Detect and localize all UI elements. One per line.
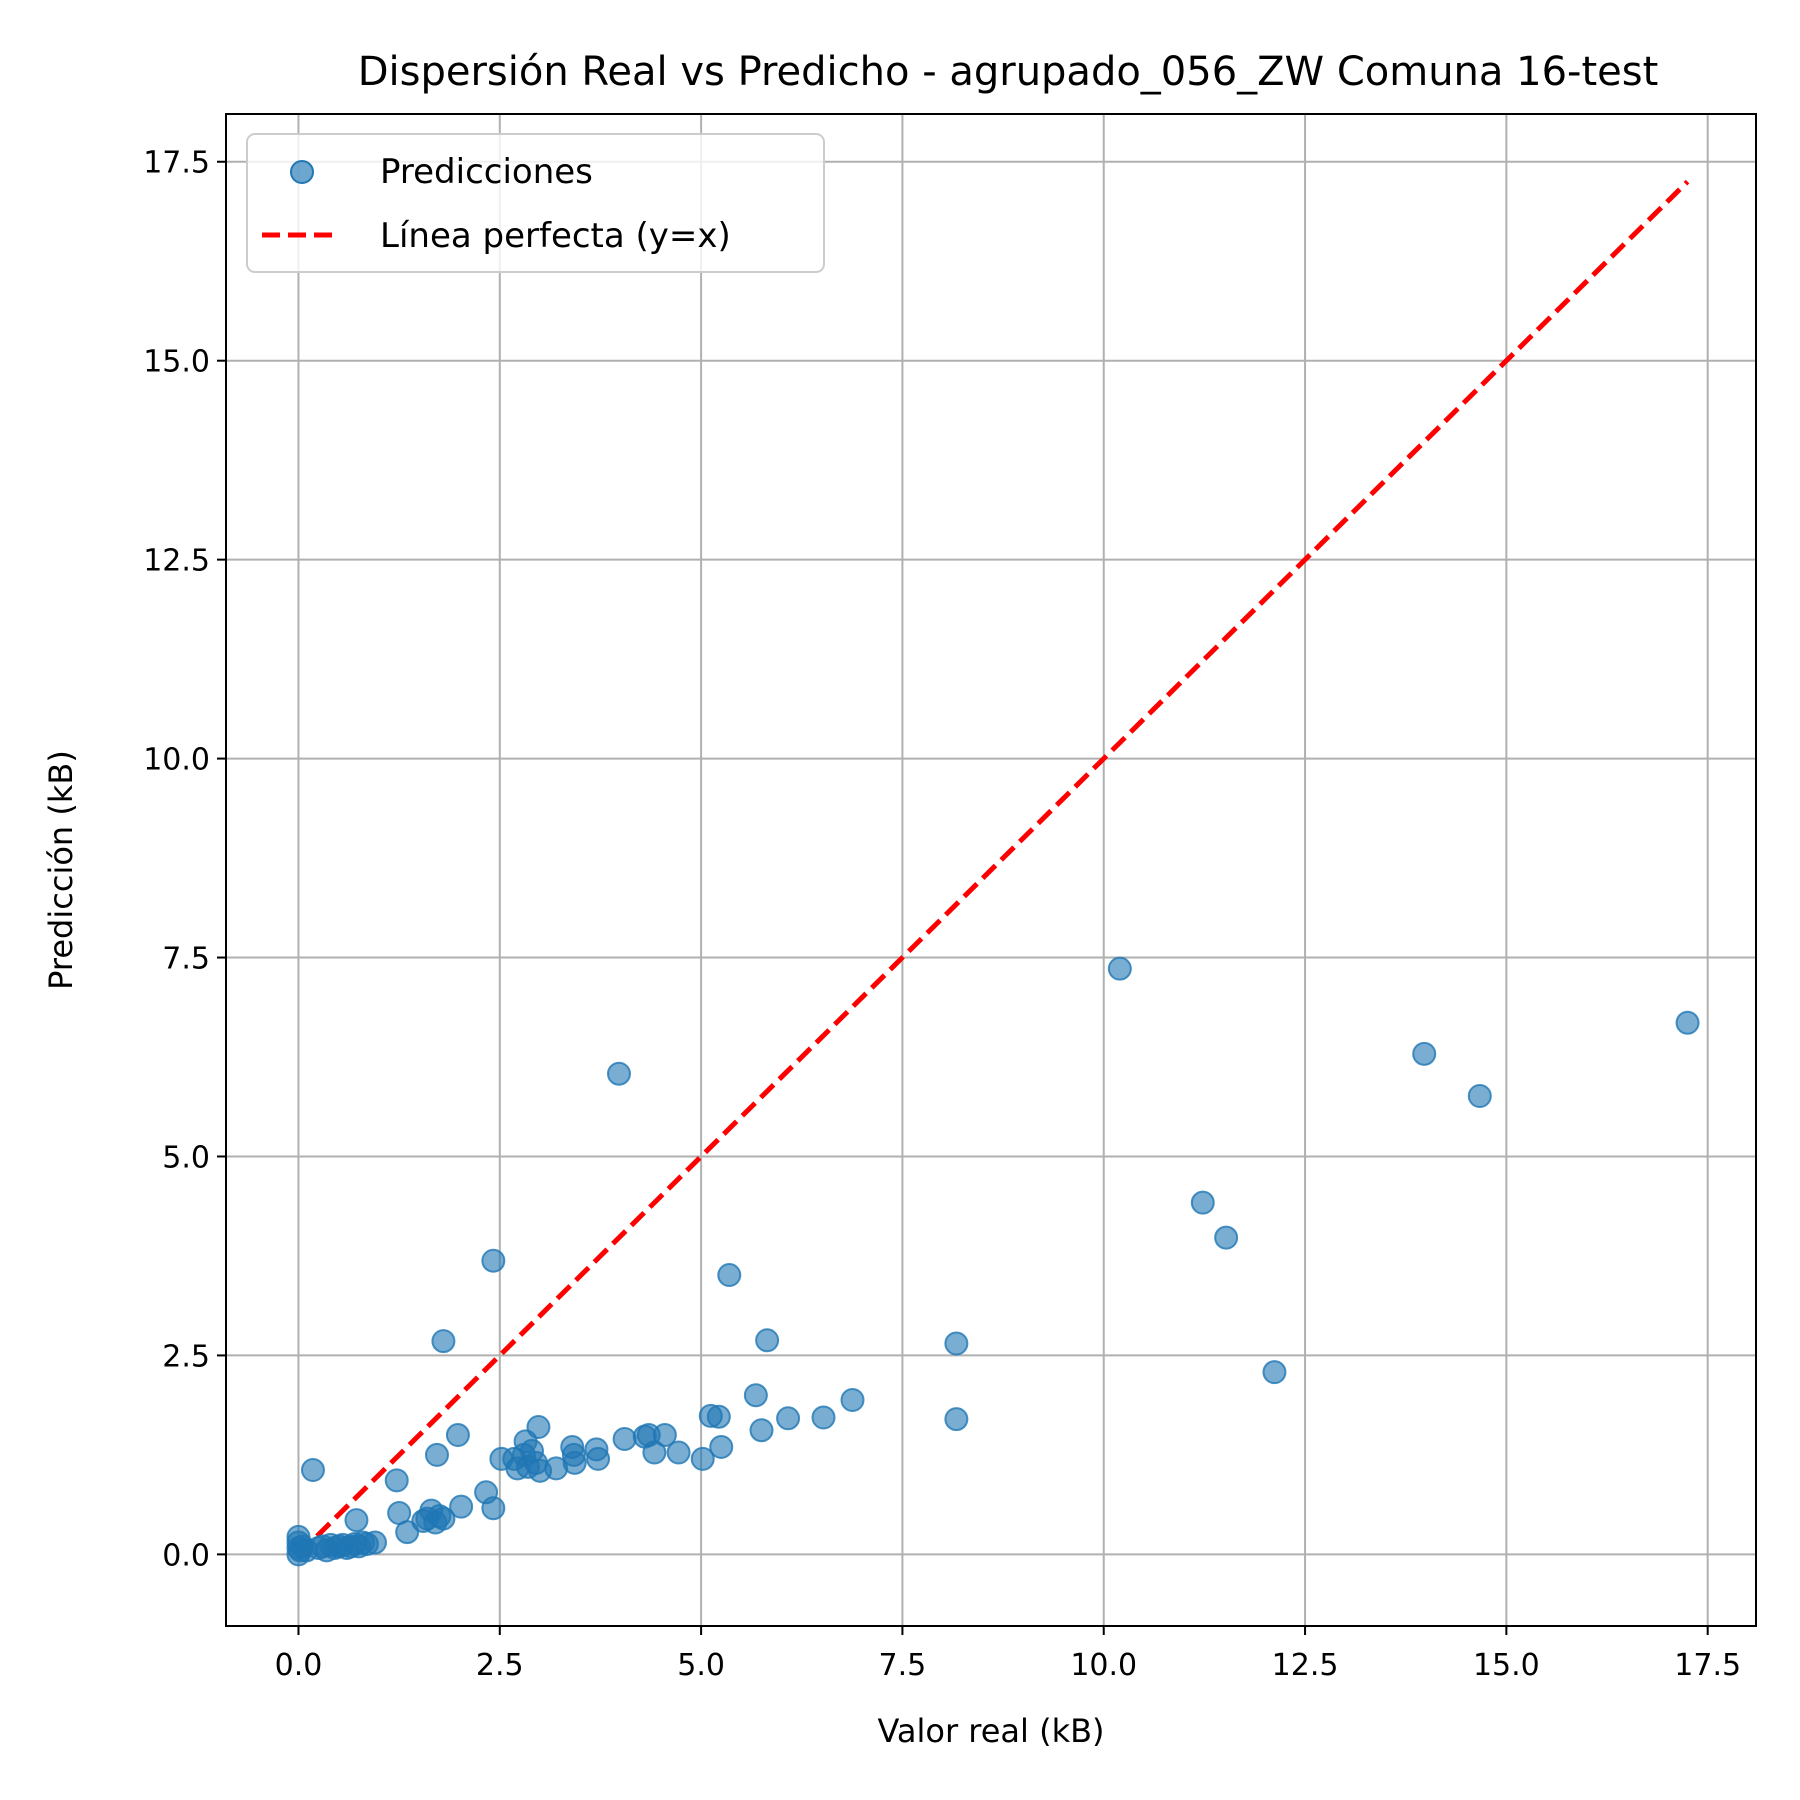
perfect-fit-line	[296, 179, 1690, 1557]
scatter-point	[1262, 1360, 1287, 1385]
legend-label-predicciones: Predicciones	[380, 152, 593, 192]
scatter-point	[840, 1387, 865, 1412]
x-tick-label: 12.5	[1272, 1648, 1339, 1683]
scatter-point	[449, 1494, 474, 1519]
x-tick-label: 10.0	[1070, 1648, 1137, 1683]
scatter-point	[1412, 1041, 1437, 1066]
y-axis-ticks: 0.0 2.5 5.0 7.5 10.0 12.5 15.0 17.5	[143, 146, 226, 1573]
scatter-point	[642, 1440, 667, 1465]
x-axis-ticks: 0.0 2.5 5.0 7.5 10.0 12.5 15.0 17.5	[275, 1626, 1741, 1683]
scatter-point	[384, 1468, 409, 1493]
scatter-point	[690, 1446, 715, 1471]
scatter-point	[562, 1450, 587, 1475]
scatter-point	[743, 1383, 768, 1408]
grid	[226, 114, 1756, 1626]
scatter-point	[749, 1418, 774, 1443]
scatter-point	[431, 1329, 456, 1354]
scatter-point	[586, 1446, 611, 1471]
scatter-point	[481, 1248, 506, 1273]
scatter-point	[612, 1426, 637, 1451]
scatter-point	[652, 1423, 677, 1448]
y-tick-label: 2.5	[162, 1339, 210, 1374]
scatter-point	[709, 1434, 734, 1459]
x-axis-label: Valor real (kB)	[877, 1712, 1104, 1750]
scatter-point	[395, 1520, 420, 1545]
scatter-point	[445, 1423, 470, 1448]
scatter-point	[1675, 1010, 1700, 1035]
y-axis-label: Predicción (kB)	[42, 750, 80, 990]
y-tick-label: 10.0	[143, 743, 210, 778]
scatter-point	[717, 1263, 742, 1288]
scatter-point	[666, 1440, 691, 1465]
x-tick-label: 2.5	[476, 1648, 524, 1683]
y-tick-label: 15.0	[143, 345, 210, 380]
scatter-points	[286, 956, 1700, 1567]
x-tick-label: 5.0	[677, 1648, 725, 1683]
y-tick-label: 0.0	[162, 1538, 210, 1573]
x-tick-label: 15.0	[1473, 1648, 1540, 1683]
scatter-point	[755, 1328, 780, 1353]
scatter-point	[706, 1404, 731, 1429]
scatter-point	[481, 1496, 506, 1521]
scatter-point	[776, 1406, 801, 1431]
y-tick-label: 5.0	[162, 1140, 210, 1175]
plot-frame	[225, 113, 1757, 1627]
scatter-point	[1190, 1190, 1215, 1215]
scatter-point	[526, 1415, 551, 1440]
y-tick-label: 7.5	[162, 942, 210, 977]
scatter-point	[944, 1407, 969, 1432]
scatter-point	[424, 1442, 449, 1467]
legend-box	[246, 133, 825, 273]
scatter-point	[944, 1331, 969, 1356]
chart-title: Dispersión Real vs Predicho - agrupado_0…	[358, 49, 1659, 95]
legend-label-linea-perfecta: Línea perfecta (y=x)	[380, 216, 731, 256]
legend: Predicciones Línea perfecta (y=x)	[246, 133, 825, 273]
reference-line-layer	[296, 179, 1690, 1557]
scatter-point	[300, 1458, 325, 1483]
x-tick-label: 17.5	[1674, 1648, 1741, 1683]
scatter-point	[431, 1506, 456, 1531]
scatter-point	[1107, 956, 1132, 981]
x-tick-label: 7.5	[879, 1648, 927, 1683]
scatter-point	[1467, 1084, 1492, 1109]
scatter-point	[362, 1530, 387, 1555]
y-tick-label: 17.5	[143, 146, 210, 181]
scatter-point	[811, 1405, 836, 1430]
y-tick-label: 12.5	[143, 544, 210, 579]
x-tick-label: 0.0	[275, 1648, 323, 1683]
scatter-point	[1214, 1225, 1239, 1250]
scatter-point	[606, 1061, 631, 1086]
scatter-point	[344, 1508, 369, 1533]
legend-marker-predicciones	[290, 160, 314, 184]
